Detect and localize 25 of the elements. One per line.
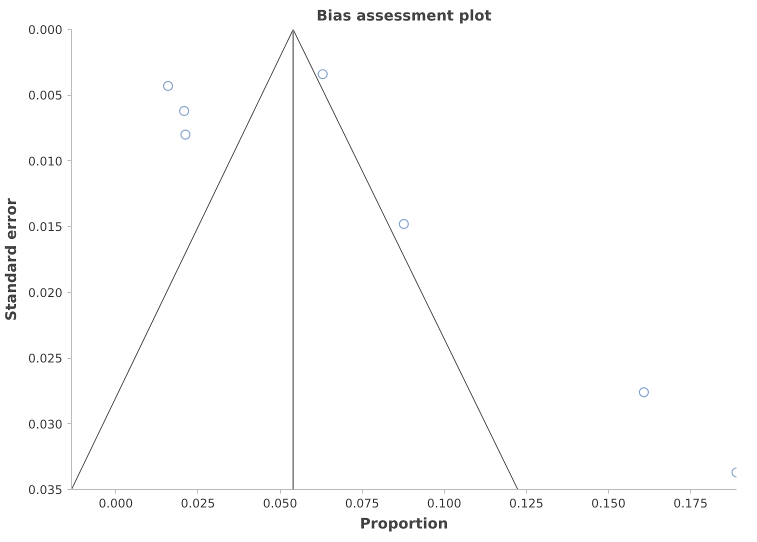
x-axis-title: Proportion [360, 516, 448, 532]
chart-title: Bias assessment plot [316, 8, 492, 24]
x-tick-label: 0.125 [509, 496, 544, 510]
y-axis-title: Standard error [3, 197, 20, 321]
x-tick-label: 0.100 [427, 496, 462, 510]
y-tick-label: 0.030 [28, 417, 63, 432]
point [638, 387, 649, 398]
x-tick-label: 0.150 [591, 496, 626, 510]
y-tick-label: 0.005 [28, 88, 63, 103]
y-tick-label: 0.010 [28, 154, 63, 168]
y-tick-label: 0.035 [28, 483, 63, 497]
point [180, 130, 191, 140]
y-tick-label: 0.025 [28, 352, 63, 366]
x-tick-label: 0.175 [673, 496, 708, 510]
y-tick-label: 0.020 [28, 286, 63, 300]
x-tick-label: 0.025 [180, 496, 216, 510]
y-tick-label: 0.015 [28, 220, 63, 234]
point [318, 69, 328, 80]
x-tick-label: 0.000 [98, 496, 134, 510]
point [179, 106, 190, 116]
point [162, 80, 174, 92]
x-tick-label: 0.075 [344, 496, 380, 510]
x-tick-label: 0.050 [262, 496, 298, 510]
y-tick-label: 0.000 [28, 23, 63, 37]
point [398, 218, 409, 230]
